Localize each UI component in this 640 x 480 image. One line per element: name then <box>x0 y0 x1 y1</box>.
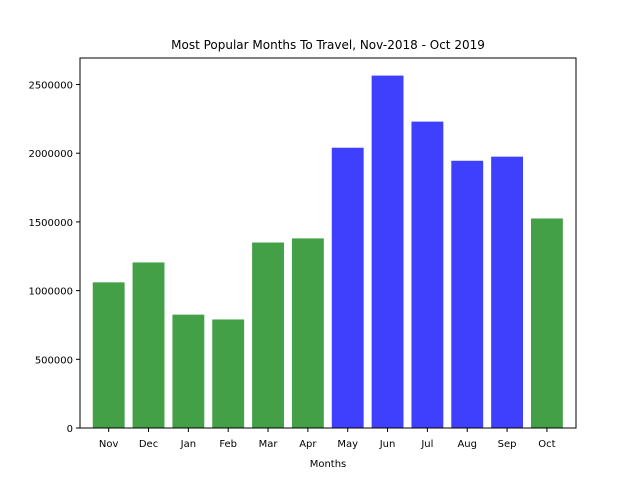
x-tick-label-apr: Apr <box>299 439 317 450</box>
bar-oct <box>530 218 563 428</box>
bar-jun <box>371 75 404 428</box>
x-tick-label-jul: Jul <box>420 439 433 450</box>
x-axis-label: Months <box>310 459 347 470</box>
y-tick-label: 500000 <box>35 355 73 366</box>
y-tick-label: 2000000 <box>28 149 73 160</box>
x-tick-label-may: May <box>337 439 358 450</box>
plot-frame <box>79 57 577 429</box>
x-tick-label-dec: Dec <box>139 439 158 450</box>
bar-dec <box>132 262 165 428</box>
bar-apr <box>291 238 324 428</box>
y-tick-label: 1000000 <box>28 287 73 298</box>
bar-may <box>331 147 364 428</box>
x-tick-label-aug: Aug <box>457 439 477 450</box>
x-tick-label-jan: Jan <box>180 439 196 450</box>
y-tick-label: 0 <box>67 424 73 435</box>
bar-sep <box>491 156 524 428</box>
bar-mar <box>252 242 284 428</box>
y-tick-label: 1500000 <box>28 218 73 229</box>
x-tick-label-nov: Nov <box>99 439 119 450</box>
x-tick-label-mar: Mar <box>259 439 279 450</box>
bar-nov <box>92 282 125 428</box>
bar-jan <box>172 314 205 428</box>
x-tick-label-feb: Feb <box>219 439 237 450</box>
bars-group <box>92 75 563 429</box>
y-tick-label: 2500000 <box>28 81 73 92</box>
bar-jul <box>411 121 444 429</box>
x-axis-ticks: Nov Dec Jan Feb Mar Apr May Jun Jul Aug Sep Oct <box>99 428 556 450</box>
bar-aug <box>451 160 484 428</box>
y-axis-ticks: 0 500000 1000000 1500000 2000000 2500000 <box>28 81 80 435</box>
chart-title: Most Popular Months To Travel, Nov-2018 … <box>171 38 485 52</box>
x-tick-label-jun: Jun <box>379 439 396 450</box>
x-tick-label-sep: Sep <box>498 439 517 450</box>
x-tick-label-oct: Oct <box>538 439 555 450</box>
bar-feb <box>212 319 245 428</box>
